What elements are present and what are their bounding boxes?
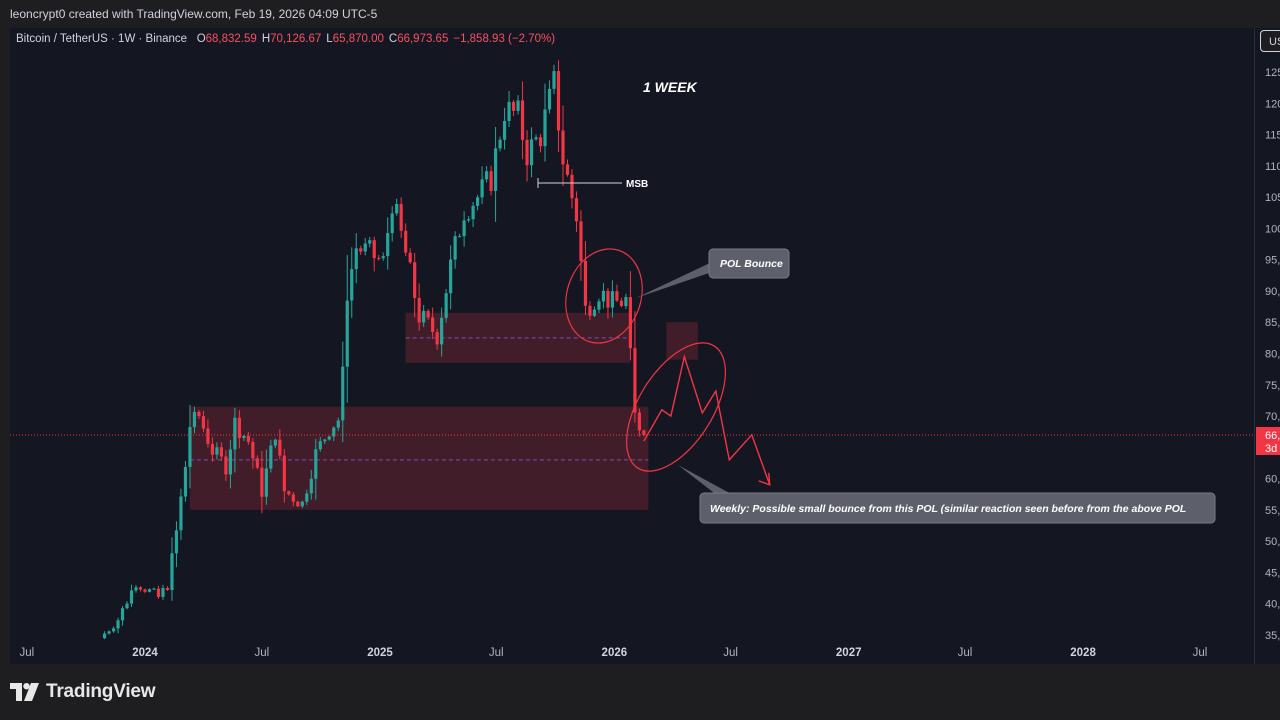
ohlc-legend: Bitcoin / TetherUS · 1W · Binance O68,83… (16, 33, 560, 45)
legend-high-key: H (261, 33, 271, 45)
legend-close: 66,973.65 (397, 33, 449, 45)
legend-low-key: L (326, 33, 333, 45)
legend-open-key: O (196, 33, 206, 45)
legend-high: 70,126.67 (270, 33, 322, 45)
brand-wordmark: TradingView (46, 681, 156, 702)
legend-change: −1,858.93 (−2.70%) (453, 33, 556, 45)
price-axis[interactable] (1254, 28, 1280, 664)
tradingview-logo[interactable]: TradingView (10, 681, 156, 703)
credit-text: leoncrypt0 created with TradingView.com,… (10, 7, 378, 21)
legend-open: 68,832.59 (205, 33, 257, 45)
legend-close-key: C (388, 33, 398, 45)
footer-bar (0, 664, 1280, 720)
top-bar: leoncrypt0 created with TradingView.com,… (0, 0, 1280, 28)
legend-symbol: Bitcoin / TetherUS · 1W · Binance (16, 33, 188, 45)
chart-pane[interactable] (10, 28, 1254, 664)
tradingview-logo-icon (10, 683, 39, 701)
legend-low: 65,870.00 (332, 33, 384, 45)
currency-button[interactable]: US (1260, 30, 1280, 52)
